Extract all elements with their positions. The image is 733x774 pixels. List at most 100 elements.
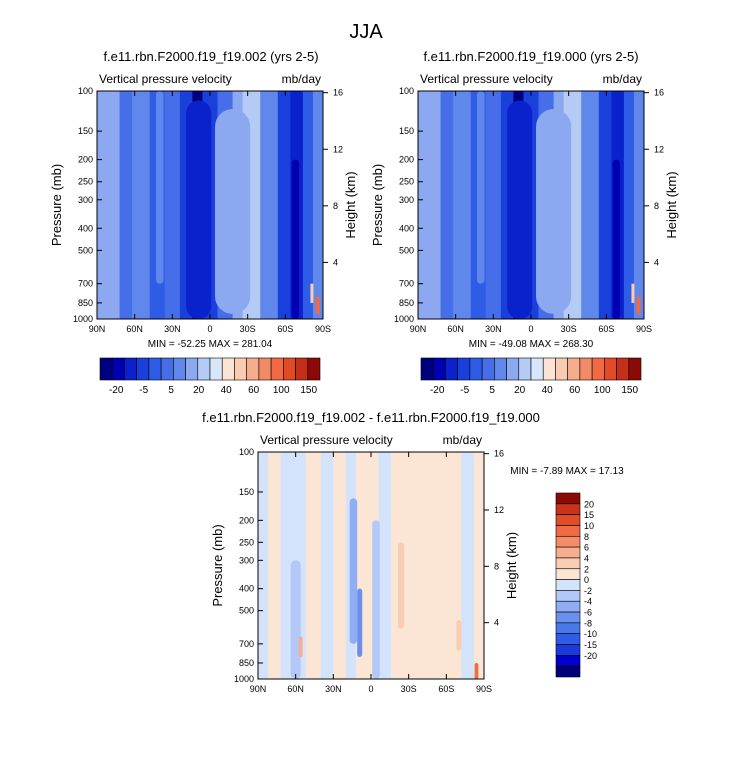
colorbar-box — [555, 525, 581, 537]
colorbar-label: 5 — [168, 385, 174, 396]
contour-core — [456, 620, 462, 651]
colorbar-label: -20 — [430, 385, 445, 396]
contour-band — [355, 452, 367, 679]
colorbar-box — [518, 357, 532, 381]
colorbar: -20 -5 5 20 40 60 100 150 — [99, 357, 321, 396]
colorbar-box — [567, 357, 581, 381]
contour-band — [280, 452, 294, 679]
y-axis-title: Pressure (mb) — [49, 164, 64, 246]
y-tick-label: 700 — [239, 639, 254, 649]
contour-band — [473, 452, 484, 679]
colorbar-box — [124, 357, 137, 381]
contour-band — [440, 91, 454, 319]
contour-band — [430, 91, 442, 319]
colorbar-box — [185, 357, 199, 381]
chart-panel-3: f.e11.rbn.F2000.f19_f19.002 - f.e11.rbn.… — [202, 410, 624, 694]
x-tick-label: 90S — [476, 684, 492, 694]
figure-title: JJA — [349, 21, 383, 43]
colorbar-box — [555, 665, 581, 678]
colorbar-box — [270, 357, 284, 381]
chart-panel-2: f.e11.rbn.F2000.f19_f19.000 (yrs 2-5) Ver… — [370, 49, 679, 396]
colorbar-box — [445, 357, 458, 381]
contour-core — [631, 283, 635, 303]
colorbar-box — [295, 357, 309, 381]
x-tick-label: 60N — [287, 684, 304, 694]
colorbar-label: 10 — [584, 521, 594, 531]
y-tick-label: 700 — [399, 279, 414, 289]
colorbar-box — [555, 611, 581, 624]
colorbar-box — [555, 557, 581, 570]
colorbar-box — [136, 357, 150, 381]
y-tick-label: 400 — [399, 223, 414, 233]
contour-band — [436, 452, 450, 679]
colorbar-label: 40 — [221, 385, 233, 396]
x-tick-label: 60N — [126, 324, 143, 334]
colorbar-label: 8 — [584, 532, 589, 542]
colorbar-label: 60 — [248, 385, 260, 396]
colorbar-label: -5 — [139, 385, 148, 396]
x-tick-label: 60N — [447, 324, 464, 334]
contour-core — [310, 283, 314, 303]
y-right-axis-title: Height (km) — [504, 532, 519, 599]
colorbar-box — [246, 357, 260, 381]
y-right-tick-label: 8 — [333, 201, 338, 211]
contour-band — [378, 452, 392, 679]
y-tick-label: 150 — [399, 126, 414, 136]
colorbar-label: -10 — [584, 629, 597, 639]
colorbar-label: 2 — [584, 564, 589, 574]
y-tick-label: 500 — [239, 606, 254, 616]
y-tick-label: 250 — [78, 177, 93, 187]
x-tick-label: 90N — [250, 684, 267, 694]
min-max-label: MIN = -7.89 MAX = 17.13 — [510, 466, 624, 477]
min-max-label: MIN = -49.08 MAX = 268.30 — [469, 339, 594, 350]
colorbar-label: -15 — [584, 640, 597, 650]
contour-band — [485, 91, 502, 319]
y-right-tick-label: 12 — [654, 144, 664, 154]
colorbar-box — [530, 357, 544, 381]
contour-core — [372, 520, 380, 679]
contour-core — [536, 109, 572, 314]
contour-band — [312, 91, 323, 319]
x-tick-label: 90N — [410, 324, 427, 334]
colorbar-box — [160, 357, 174, 381]
colorbar-box — [494, 357, 507, 381]
y-tick-label: 300 — [399, 195, 414, 205]
colorbar-box — [555, 514, 581, 526]
contour-band — [333, 452, 347, 679]
colorbar-box — [258, 357, 272, 381]
colorbar-label: 20 — [584, 499, 594, 509]
contour-band — [302, 91, 314, 319]
colorbar-box — [555, 579, 581, 591]
colorbar-box — [173, 357, 186, 381]
colorbar-label: -5 — [460, 385, 469, 396]
colorbar-label: 100 — [594, 385, 611, 396]
colorbar-label: -2 — [584, 586, 592, 596]
y-tick-label: 850 — [78, 298, 93, 308]
contour-band — [598, 91, 612, 319]
y-tick-label: 850 — [239, 658, 254, 668]
units-label: mb/day — [443, 433, 482, 447]
x-tick-label: 30N — [164, 324, 181, 334]
colorbar-label: 5 — [489, 385, 495, 396]
colorbar-label: 20 — [193, 385, 205, 396]
colorbar-label: 60 — [569, 385, 581, 396]
contour-band — [461, 452, 475, 679]
colorbar-box — [432, 357, 446, 381]
colorbar-box — [555, 503, 581, 515]
colorbar-box — [616, 357, 630, 381]
y-right-axis-title: Height (km) — [343, 171, 358, 238]
contour-band — [421, 452, 437, 679]
colorbar-box — [555, 644, 581, 656]
contour-band — [119, 91, 133, 319]
y-tick-label: 1000 — [234, 674, 254, 684]
y-tick-label: 500 — [78, 245, 93, 255]
y-tick-label: 150 — [78, 126, 93, 136]
y-tick-label: 100 — [399, 86, 414, 96]
contour-band — [258, 452, 269, 679]
colorbar-label: -4 — [584, 597, 592, 607]
contour-core — [156, 91, 164, 284]
variable-label: Vertical pressure velocity — [420, 72, 553, 86]
colorbar-label: 6 — [584, 543, 589, 553]
colorbar-box — [604, 357, 617, 381]
